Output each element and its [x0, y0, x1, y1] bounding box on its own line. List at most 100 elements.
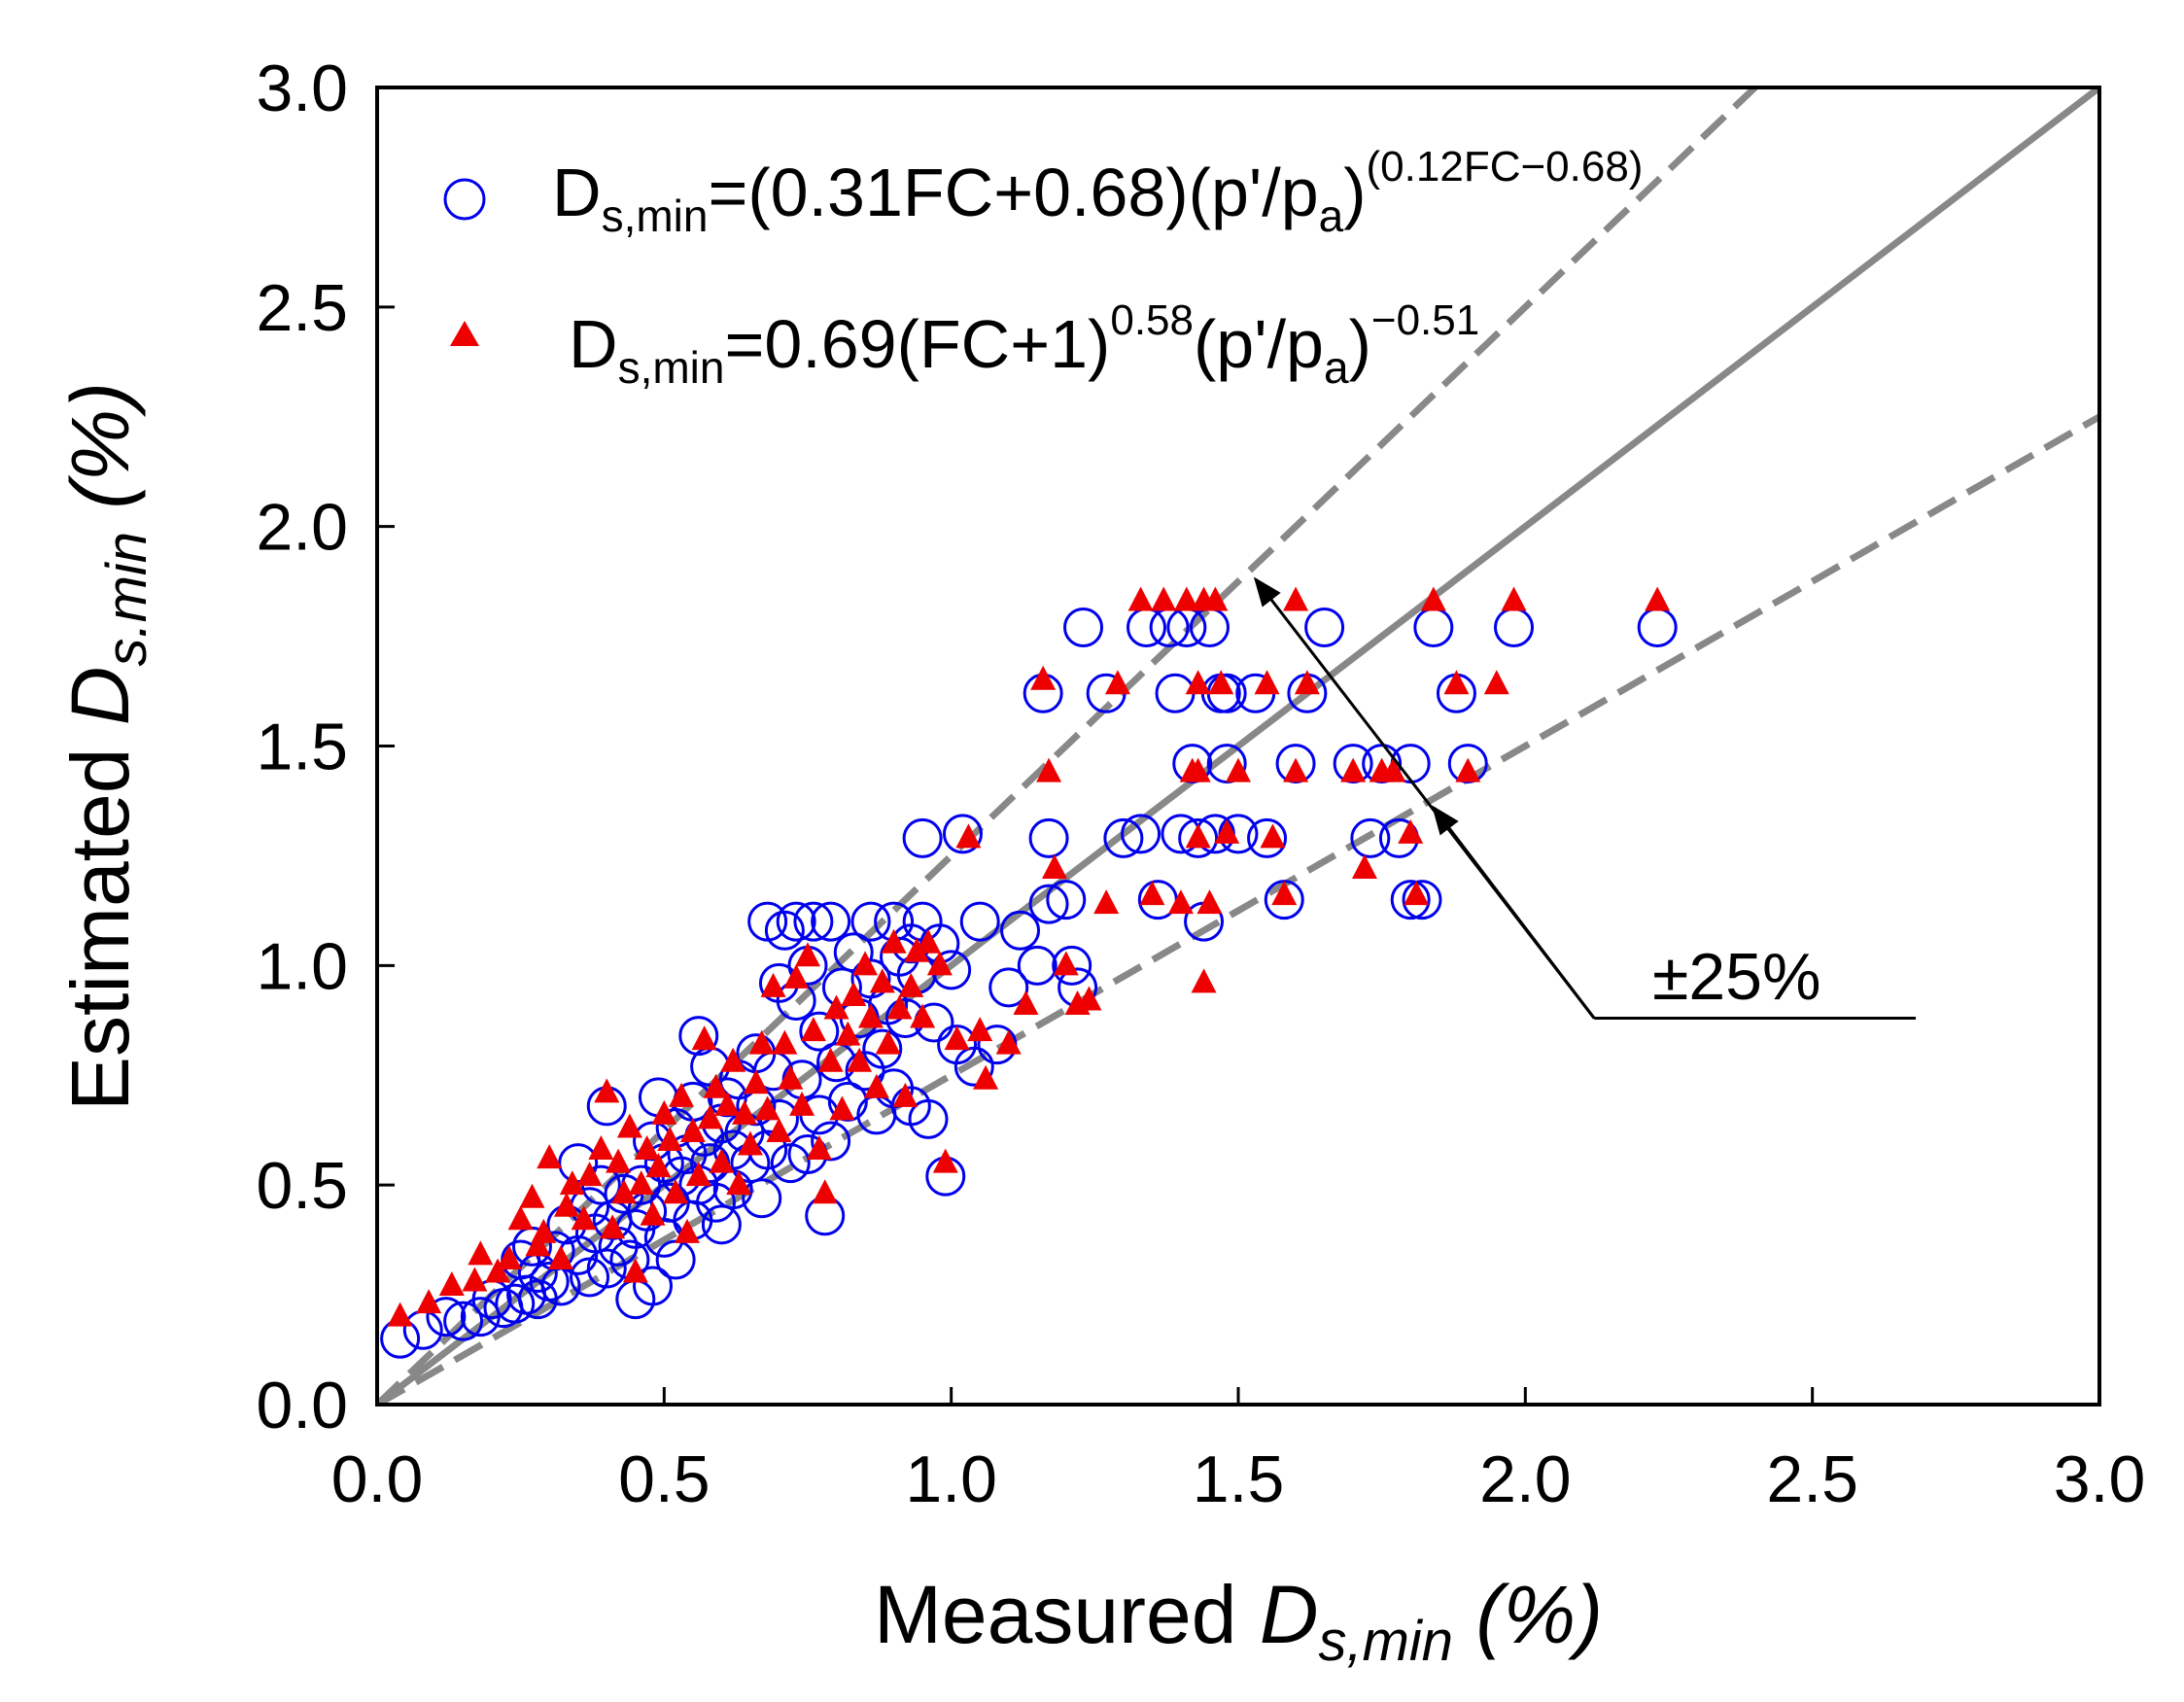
triangle-point	[1167, 889, 1194, 915]
triangle-point	[1380, 757, 1406, 782]
triangle-point	[1340, 757, 1367, 782]
triangle-point	[760, 972, 786, 997]
legend-circle-marker	[443, 178, 486, 221]
triangle-point	[588, 1135, 614, 1161]
legend-circle-sub: s,min	[602, 191, 709, 241]
x-tick-label: 1.5	[1193, 1442, 1285, 1516]
x-tick-label: 3.0	[2054, 1442, 2146, 1516]
triangle-point	[995, 1029, 1022, 1055]
triangle-point	[1076, 986, 1102, 1011]
triangle-point	[973, 1064, 999, 1090]
triangle-point	[875, 1029, 901, 1055]
x-tick-label: 2.0	[1479, 1442, 1572, 1516]
y-tick-label: 0.0	[256, 1369, 348, 1442]
triangle-point	[438, 1271, 465, 1297]
y-tick-label: 1.0	[256, 929, 348, 1003]
triangle-point	[1053, 951, 1079, 976]
triangle-point	[645, 1153, 672, 1178]
annotation-label: ±25%	[1652, 940, 1820, 1014]
triangle-point	[634, 1135, 660, 1161]
triangle-point	[610, 1179, 637, 1204]
triangle-point	[789, 1091, 815, 1116]
circle-point	[1052, 945, 1092, 986]
triangle-point	[1404, 881, 1430, 906]
triangle-point	[869, 968, 895, 993]
circle-point	[908, 1098, 949, 1139]
triangle-point	[1202, 586, 1229, 611]
circle-point	[443, 1301, 484, 1341]
triangle-point	[1420, 586, 1446, 611]
legend-circle-mid: =(0.31FC+0.68)(p'/p	[708, 155, 1318, 230]
triangle-point	[926, 951, 953, 976]
circle-point	[811, 901, 851, 942]
legend-triangle-sub: s,min	[618, 342, 725, 393]
triangle-point	[553, 1192, 579, 1217]
triangle-point	[766, 1117, 792, 1142]
triangle-point	[944, 1025, 970, 1051]
25-line-line	[377, 413, 2099, 1405]
circle-point	[776, 901, 816, 942]
triangle-point	[703, 1073, 729, 1098]
triangle-point	[1271, 881, 1298, 906]
triangle-point	[726, 1170, 752, 1196]
legend-triangle-sub2: a	[1324, 342, 1349, 393]
triangle-point	[852, 951, 879, 976]
triangle-point	[600, 1214, 626, 1239]
y-tick-label: 1.5	[256, 711, 348, 784]
x-axis-title-main: Measured	[874, 1569, 1260, 1660]
triangle-point	[1455, 757, 1481, 782]
triangle-point	[1093, 889, 1120, 915]
triangle-point	[1501, 586, 1527, 611]
triangle-point	[1254, 670, 1280, 695]
circle-point	[633, 1266, 674, 1306]
circle-point	[959, 901, 1000, 942]
legend: Ds,min=(0.31FC+0.68)(p'/pa)(0.12FC−0.68)…	[443, 143, 1643, 393]
circle-point	[1402, 880, 1442, 920]
triangle-point	[416, 1289, 442, 1314]
legend-triangle-sup: 0.58	[1110, 296, 1194, 344]
triangle-point	[778, 1064, 804, 1090]
triangle-point	[1351, 853, 1377, 879]
triangle-point	[651, 1099, 677, 1125]
triangle-point	[616, 1113, 642, 1138]
legend-triangle-mid: =0.69(FC+1)	[724, 306, 1110, 382]
triangle-point	[1185, 757, 1211, 782]
circle-point	[1046, 880, 1087, 920]
legend-circle-sub2: a	[1319, 191, 1344, 241]
triangle-point	[525, 1232, 551, 1257]
triangle-point	[720, 1047, 746, 1072]
circle-point	[1063, 608, 1104, 648]
circle-point	[495, 1283, 536, 1324]
triangle-point	[628, 1170, 654, 1196]
triangle-point	[697, 1104, 723, 1129]
y-tick-label: 2.5	[256, 271, 348, 345]
circle-point	[1350, 817, 1391, 858]
triangle-point	[835, 1021, 861, 1046]
triangle-point	[669, 1082, 695, 1107]
circle-point	[678, 1016, 719, 1057]
y-tick-label: 2.0	[256, 491, 348, 565]
circle-point	[764, 910, 805, 951]
triangle-point	[1283, 586, 1309, 611]
triangle-point	[674, 1218, 700, 1243]
circle-point	[942, 814, 983, 854]
triangle-point	[916, 928, 942, 954]
circle-point	[1390, 880, 1431, 920]
triangle-point	[783, 963, 810, 989]
x-tick-label: 2.5	[1766, 1442, 1858, 1516]
triangle-point	[1196, 889, 1223, 915]
legend-triangle-end: )	[1349, 306, 1371, 382]
triangle-series-points	[387, 586, 1671, 1327]
x-tick-label: 0.5	[618, 1442, 711, 1516]
triangle-point	[387, 1302, 413, 1327]
triangle-point	[1294, 670, 1320, 695]
circle-point	[1121, 814, 1161, 854]
triangle-point	[847, 1047, 873, 1072]
triangle-point	[657, 1127, 683, 1151]
triangle-point	[1139, 881, 1165, 906]
triangle-point	[1191, 968, 1217, 993]
circle-point	[793, 901, 834, 942]
triangle-point	[898, 972, 924, 997]
triangle-point	[743, 1069, 769, 1094]
